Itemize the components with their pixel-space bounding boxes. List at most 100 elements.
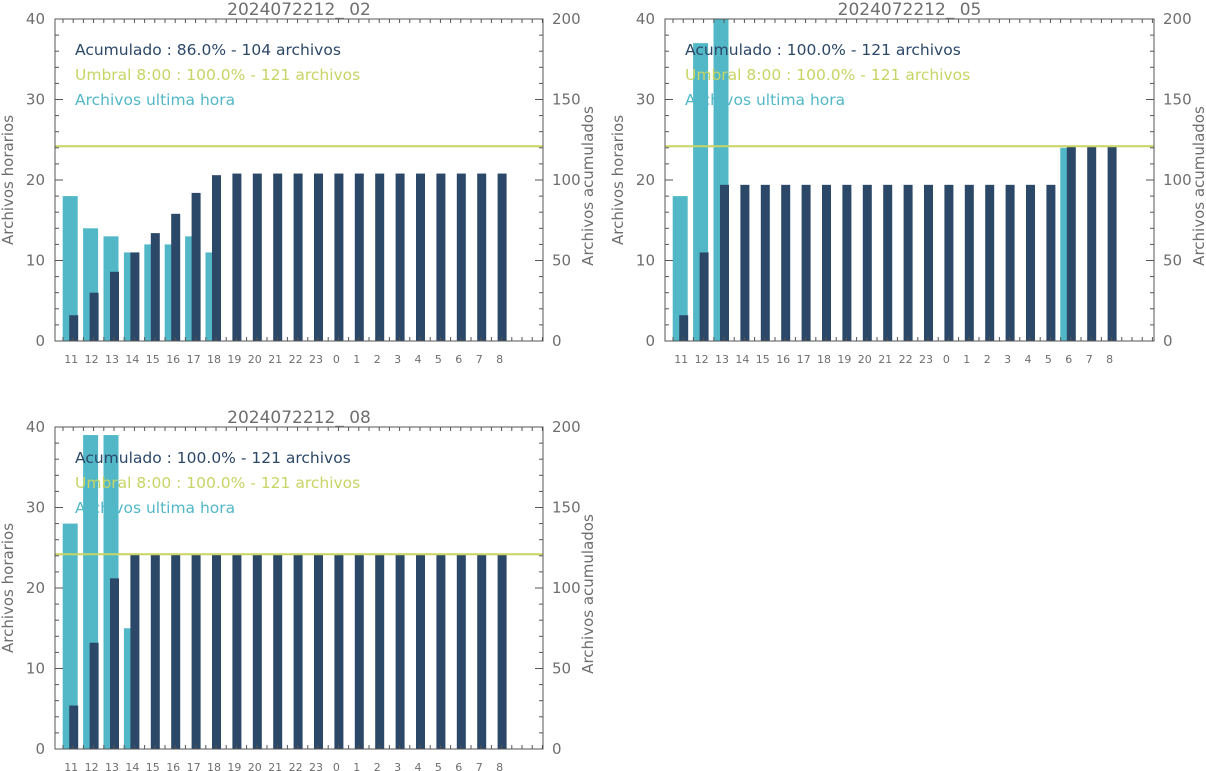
right-tick-label: 200: [552, 10, 581, 28]
cumulative-bar: [293, 173, 303, 341]
cumulative-bar: [1026, 184, 1035, 341]
cumulative-bar: [679, 315, 689, 341]
x-tick-label: 4: [415, 761, 422, 771]
right-tick-label: 100: [1163, 171, 1192, 189]
cumulative-bar: [314, 173, 323, 341]
legend-entry: Acumulado : 100.0% - 121 archivos: [75, 449, 351, 467]
cumulative-bar: [456, 173, 466, 341]
cumulative-bar: [740, 184, 750, 341]
right-tick-label: 50: [552, 660, 571, 678]
x-tick-label: 8: [496, 761, 503, 771]
x-tick-label: 11: [64, 353, 78, 366]
x-tick-label: 17: [187, 761, 201, 771]
x-tick-label: 21: [268, 353, 282, 366]
hourly-bar: [62, 523, 78, 749]
cumulative-bar: [293, 554, 303, 749]
left-tick-label: 30: [636, 91, 655, 109]
cumulative-bar: [130, 554, 140, 749]
bars-group: [672, 19, 1117, 341]
x-tick-label: 11: [64, 761, 78, 771]
cumulative-bar: [232, 173, 242, 341]
x-tick-label: 5: [435, 761, 442, 771]
chart-title: 2024072212_ 05: [838, 0, 982, 20]
cumulative-bar: [456, 554, 466, 749]
left-tick-label: 20: [26, 579, 45, 597]
cumulative-bar: [903, 184, 913, 341]
x-tick-label: 23: [309, 761, 323, 771]
cumulative-bar: [273, 173, 283, 341]
cumulative-bar: [1066, 146, 1076, 341]
x-tick-label: 11: [674, 353, 688, 366]
x-tick-label: 14: [125, 353, 139, 366]
x-tick-label: 15: [146, 353, 160, 366]
cumulative-bar: [497, 554, 507, 749]
x-tick-label: 7: [476, 353, 483, 366]
cumulative-bar: [781, 184, 791, 341]
cumulative-bar: [760, 184, 770, 341]
right-tick-label: 50: [552, 252, 571, 270]
x-tick-label: 15: [146, 761, 160, 771]
cumulative-bar: [191, 192, 201, 341]
cumulative-bar: [436, 554, 446, 749]
cumulative-bar: [252, 554, 262, 749]
legend-entry: Archivos ultima hora: [75, 91, 235, 109]
x-tick-label: 13: [715, 353, 729, 366]
x-tick-label: 16: [166, 353, 180, 366]
bars-group: [62, 173, 507, 341]
x-tick-label: 8: [496, 353, 503, 366]
cumulative-bar: [191, 554, 201, 749]
cumulative-bar: [924, 184, 933, 341]
right-tick-label: 0: [1163, 332, 1173, 350]
cumulative-bar: [354, 554, 364, 749]
left-tick-label: 40: [636, 10, 655, 28]
cumulative-bar: [273, 554, 283, 749]
right-tick-label: 100: [552, 171, 581, 189]
left-tick-label: 10: [26, 252, 45, 270]
cumulative-bar: [334, 173, 344, 341]
x-tick-label: 12: [85, 353, 99, 366]
cumulative-bar: [720, 184, 729, 341]
left-tick-label: 40: [26, 10, 45, 28]
x-tick-label: 22: [289, 761, 303, 771]
x-tick-label: 23: [919, 353, 933, 366]
chart-title: 2024072212_ 02: [227, 0, 371, 20]
x-tick-label: 22: [289, 353, 303, 366]
right-tick-label: 0: [552, 332, 562, 350]
cumulative-bar: [171, 213, 181, 341]
cumulative-bar: [110, 271, 119, 341]
x-tick-label: 14: [125, 761, 139, 771]
legend-entry: Archivos ultima hora: [685, 91, 845, 109]
legend-entry: Umbral 8:00 : 100.0% - 121 archivos: [75, 66, 360, 84]
x-tick-label: 4: [415, 353, 422, 366]
x-tick-label: 5: [435, 353, 442, 366]
bars-group: [62, 435, 507, 749]
cumulative-bar: [89, 642, 99, 749]
cumulative-bar: [1087, 146, 1097, 341]
x-tick-label: 18: [207, 353, 221, 366]
x-tick-label: 22: [899, 353, 913, 366]
cumulative-bar: [212, 554, 221, 749]
left-tick-label: 40: [26, 418, 45, 436]
x-tick-label: 0: [943, 353, 950, 366]
cumulative-bar: [1005, 184, 1015, 341]
x-tick-label: 15: [756, 353, 770, 366]
x-tick-label: 13: [105, 761, 119, 771]
x-tick-label: 3: [1004, 353, 1011, 366]
cumulative-bar: [395, 173, 405, 341]
cumulative-bar: [477, 173, 487, 341]
cumulative-bar: [862, 184, 872, 341]
legend-entry: Umbral 8:00 : 100.0% - 121 archivos: [75, 474, 360, 492]
x-tick-label: 21: [268, 761, 282, 771]
x-tick-label: 5: [1045, 353, 1052, 366]
x-tick-label: 18: [817, 353, 831, 366]
cumulative-bar: [497, 173, 507, 341]
x-tick-label: 2: [984, 353, 991, 366]
cumulative-bar: [150, 233, 160, 341]
y-axis-left-label: Archivos horarios: [0, 115, 17, 245]
left-tick-label: 0: [35, 740, 45, 758]
hourly-bar: [672, 196, 688, 341]
cumulative-bar: [252, 173, 262, 341]
x-tick-label: 1: [353, 761, 360, 771]
